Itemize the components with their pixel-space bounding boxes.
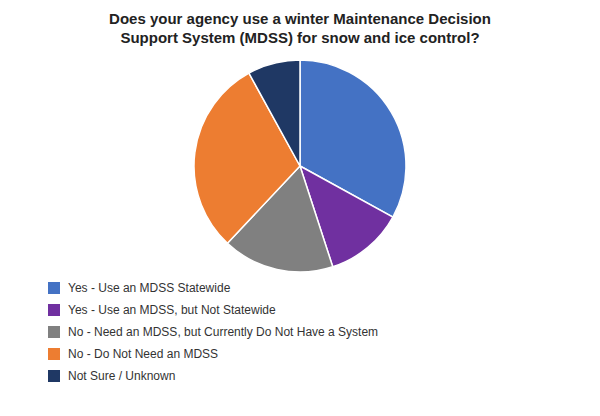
- legend-label: Yes - Use an MDSS, but Not Statewide: [68, 303, 276, 317]
- chart-title: Does your agency use a winter Maintenanc…: [109, 10, 491, 46]
- legend-swatch: [48, 326, 60, 338]
- legend-swatch: [48, 304, 60, 316]
- pie-slice: [249, 60, 300, 166]
- legend-label: Yes - Use an MDSS Statewide: [68, 281, 231, 295]
- legend-swatch: [48, 282, 60, 294]
- chart-container: Does your agency use a winter Maintenanc…: [0, 0, 600, 416]
- chart-svg: Does your agency use a winter Maintenanc…: [0, 0, 600, 416]
- legend-label: No - Need an MDSS, but Currently Do Not …: [68, 325, 378, 339]
- legend-swatch: [48, 370, 60, 382]
- pie: [194, 60, 406, 272]
- legend-swatch: [48, 348, 60, 360]
- legend: Yes - Use an MDSS Statewide Yes - Use an …: [48, 281, 378, 383]
- legend-label: Not Sure / Unknown: [68, 369, 175, 383]
- legend-label: No - Do Not Need an MDSS: [68, 347, 218, 361]
